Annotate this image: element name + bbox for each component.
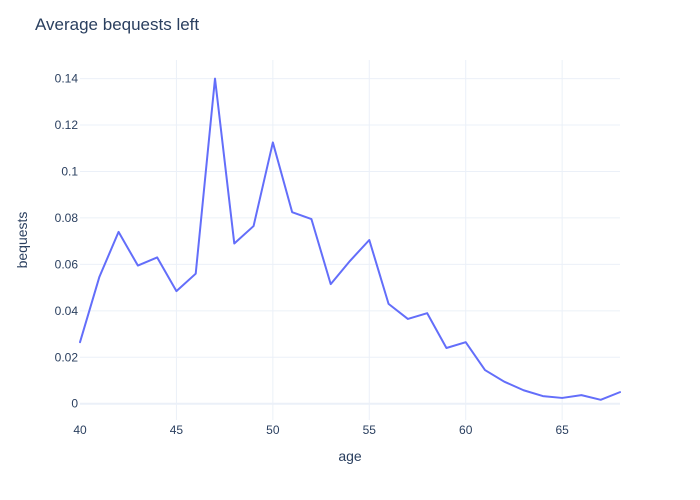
x-tick-label: 45: [170, 423, 184, 437]
y-tick-label: 0: [71, 397, 78, 411]
series-layer: [79, 77, 621, 401]
x-tick-label: 40: [73, 423, 87, 437]
y-tick-label: 0.1: [61, 164, 78, 178]
y-tick-label: 0.14: [55, 72, 79, 86]
x-axis-ticks: 40 45 50 55 60 65: [73, 423, 569, 437]
y-tick-label: 0.06: [55, 257, 79, 271]
y-tick-label: 0.08: [55, 211, 79, 225]
series-line: [79, 77, 621, 401]
y-axis-ticks: 0 0.02 0.04 0.06 0.08 0.1 0.12 0.14: [55, 72, 79, 411]
x-tick-label: 65: [555, 423, 569, 437]
x-axis-title: age: [338, 448, 362, 464]
y-axis-title: bequests: [14, 212, 30, 269]
x-tick-label: 60: [459, 423, 473, 437]
x-tick-label: 55: [363, 423, 377, 437]
x-tick-label: 50: [266, 423, 280, 437]
y-tick-label: 0.04: [55, 304, 79, 318]
grid: [80, 60, 620, 420]
y-tick-label: 0.12: [55, 118, 79, 132]
chart-title: Average bequests left: [35, 15, 199, 34]
y-tick-label: 0.02: [55, 350, 79, 364]
